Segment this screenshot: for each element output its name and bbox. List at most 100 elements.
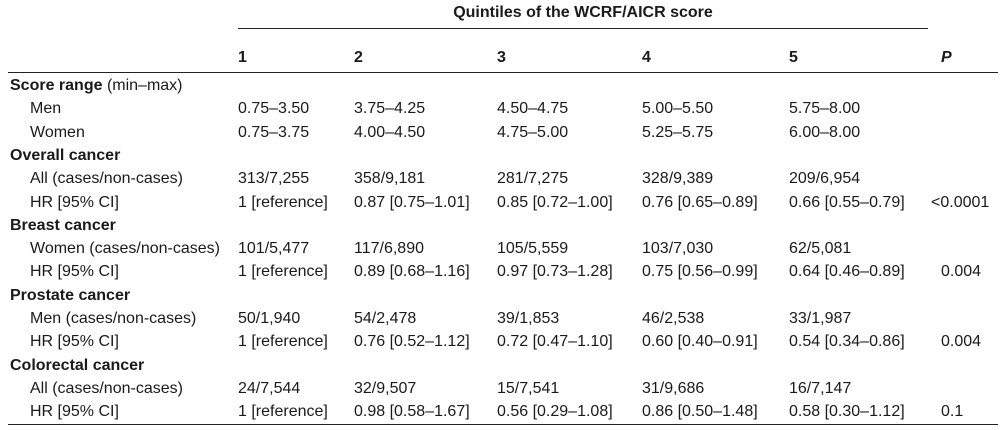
table-cell-quintile-2: 32/9,507	[354, 379, 417, 397]
row-label-text: HR [95% CI]	[30, 403, 119, 421]
table-cell-quintile-1: 0.75–3.75	[238, 123, 310, 141]
table-cell-p-value: <0.0001	[931, 193, 990, 211]
row-label-text: Prostate cancer	[10, 286, 131, 304]
section-row: Breast cancer	[0, 214, 1008, 237]
column-header-p-value: P	[941, 49, 952, 66]
table-cell-quintile-4: 0.86 [0.50–1.48]	[642, 403, 758, 421]
row-label-text: HR [95% CI]	[30, 333, 119, 351]
table-cell-quintile-2: 0.89 [0.68–1.16]	[354, 263, 470, 281]
table-cell-quintile-3: 15/7,541	[497, 379, 560, 397]
table-cell-quintile-3: 0.72 [0.47–1.10]	[497, 333, 613, 351]
table-cell-quintile-4: 0.76 [0.65–0.89]	[642, 193, 758, 211]
row-label-text: Score range	[10, 77, 103, 94]
table-cell-quintile-1: 0.75–3.50	[238, 100, 310, 118]
table-cell-quintile-4: 328/9,389	[642, 170, 714, 188]
table-cell-quintile-3: 4.50–4.75	[497, 100, 569, 118]
table-cell-quintile-5: 62/5,081	[789, 240, 852, 258]
table-cell-quintile-2: 4.00–4.50	[354, 123, 426, 141]
table-cell-quintile-3: 0.56 [0.29–1.08]	[497, 403, 613, 421]
table-cell-quintile-4: 0.75 [0.56–0.99]	[642, 263, 758, 281]
row-label-text: Women (cases/non-cases)	[30, 240, 220, 258]
table-cell-p-value: 0.004	[941, 333, 982, 351]
table-cell-quintile-5: 0.54 [0.34–0.86]	[789, 333, 905, 351]
section-label: Overall cancer	[10, 144, 238, 167]
section-row: Score range (min–max)	[0, 74, 1008, 97]
table-cell-quintile-2: 0.76 [0.52–1.12]	[354, 333, 470, 351]
table-cell-quintile-5: 0.66 [0.55–0.79]	[789, 193, 905, 211]
section-row: Colorectal cancer	[0, 354, 1008, 377]
section-label: Colorectal cancer	[10, 354, 238, 377]
table-cell-quintile-5: 0.64 [0.46–0.89]	[789, 263, 905, 281]
table-cell-quintile-3: 281/7,275	[497, 170, 569, 188]
section-label: Breast cancer	[10, 214, 238, 237]
table-cell-quintile-2: 54/2,478	[354, 310, 417, 327]
row-label: HR [95% CI]	[30, 330, 238, 353]
table-cell-quintile-1: 101/5,477	[238, 240, 310, 258]
section-label: Prostate cancer	[10, 284, 238, 307]
row-label-text: Men	[30, 100, 62, 118]
row-label-text: Overall cancer	[10, 146, 121, 164]
table-cell-quintile-3: 0.85 [0.72–1.00]	[497, 193, 613, 211]
table-cell-quintile-5: 209/6,954	[789, 170, 861, 188]
table-cell-quintile-2: 3.75–4.25	[354, 100, 426, 118]
table-cell-quintile-1: 50/1,940	[238, 310, 301, 327]
column-header-quintile-4: 4	[642, 49, 651, 66]
table-cell-quintile-5: 0.58 [0.30–1.12]	[789, 403, 905, 421]
section-row: Overall cancer	[0, 144, 1008, 167]
section-label: Score range (min–max)	[10, 74, 238, 97]
table-cell-quintile-5: 6.00–8.00	[789, 123, 861, 141]
column-header-quintile-3: 3	[497, 49, 506, 66]
table-cell-quintile-1: 313/7,255	[238, 170, 310, 188]
row-label-text: All (cases/non-cases)	[30, 170, 183, 188]
spanning-header: Quintiles of the WCRF/AICR score	[453, 4, 713, 21]
table-cell-quintile-4: 103/7,030	[642, 240, 714, 258]
table-cell-quintile-2: 358/9,181	[354, 170, 426, 188]
column-header-quintile-5: 5	[789, 49, 798, 66]
table-row: Men (cases/non-cases) 50/1,940 54/2,478 39/…	[0, 307, 1008, 330]
table-cell-quintile-1: 1 [reference]	[238, 333, 328, 351]
row-label: Men	[30, 97, 238, 120]
table-row: Men 0.75–3.50 3.75–4.25 4.50–4.75 5.00–5.50 5…	[0, 97, 1008, 120]
row-label-text: HR [95% CI]	[30, 263, 119, 281]
section-row: Prostate cancer	[0, 284, 1008, 307]
row-label: All (cases/non-cases)	[30, 377, 238, 400]
table-cell-quintile-1: 1 [reference]	[238, 193, 328, 211]
table-cell-quintile-2: 0.98 [0.58–1.67]	[354, 403, 470, 421]
table-row: Women 0.75–3.75 4.00–4.50 4.75–5.00 5.25–5.7…	[0, 121, 1008, 144]
row-label: HR [95% CI]	[30, 191, 238, 214]
row-label: HR [95% CI]	[30, 400, 238, 423]
spanning-header-rule	[238, 28, 928, 29]
table-cell-quintile-4: 31/9,686	[642, 379, 705, 397]
table-row: HR [95% CI] 1 [reference] 0.87 [0.75–1.01]…	[0, 191, 1008, 214]
table-cell-quintile-5: 16/7,147	[789, 379, 852, 397]
table-row: All (cases/non-cases) 24/7,544 32/9,507 15/…	[0, 377, 1008, 400]
table-cell-quintile-5: 5.75–8.00	[789, 100, 861, 118]
table-cell-quintile-4: 0.60 [0.40–0.91]	[642, 333, 758, 351]
header-rule	[8, 72, 998, 73]
row-label: Women (cases/non-cases)	[30, 237, 238, 260]
table-cell-p-value: 0.004	[941, 263, 982, 281]
table-cell-quintile-3: 105/5,559	[497, 240, 569, 258]
row-label-note: (min–max)	[106, 77, 183, 94]
table-cell-quintile-1: 1 [reference]	[238, 263, 328, 281]
table-cell-quintile-4: 46/2,538	[642, 310, 705, 327]
table-cell-quintile-3: 4.75–5.00	[497, 123, 569, 141]
table-cell-quintile-3: 0.97 [0.73–1.28]	[497, 263, 613, 281]
table-row: HR [95% CI] 1 [reference] 0.76 [0.52–1.12]…	[0, 330, 1008, 353]
row-label: All (cases/non-cases)	[30, 167, 238, 190]
table-row: HR [95% CI] 1 [reference] 0.89 [0.68–1.16]…	[0, 260, 1008, 283]
row-label-text: All (cases/non-cases)	[30, 379, 183, 397]
row-label: Men (cases/non-cases)	[30, 307, 238, 330]
column-header-quintile-2: 2	[354, 49, 363, 66]
row-label: Women	[30, 121, 238, 144]
table-cell-p-value: 0.1	[941, 403, 964, 421]
table-cell-quintile-2: 0.87 [0.75–1.01]	[354, 193, 470, 211]
table-row: Women (cases/non-cases) 101/5,477 117/6,89…	[0, 237, 1008, 260]
row-label-text: Colorectal cancer	[10, 356, 145, 374]
row-label-text: HR [95% CI]	[30, 193, 119, 211]
row-label-text: Women	[30, 123, 85, 141]
table-cell-quintile-2: 117/6,890	[354, 240, 424, 258]
bottom-rule	[8, 424, 998, 425]
table-cell-quintile-5: 33/1,987	[789, 310, 852, 327]
table-cell-quintile-4: 5.25–5.75	[642, 123, 714, 141]
